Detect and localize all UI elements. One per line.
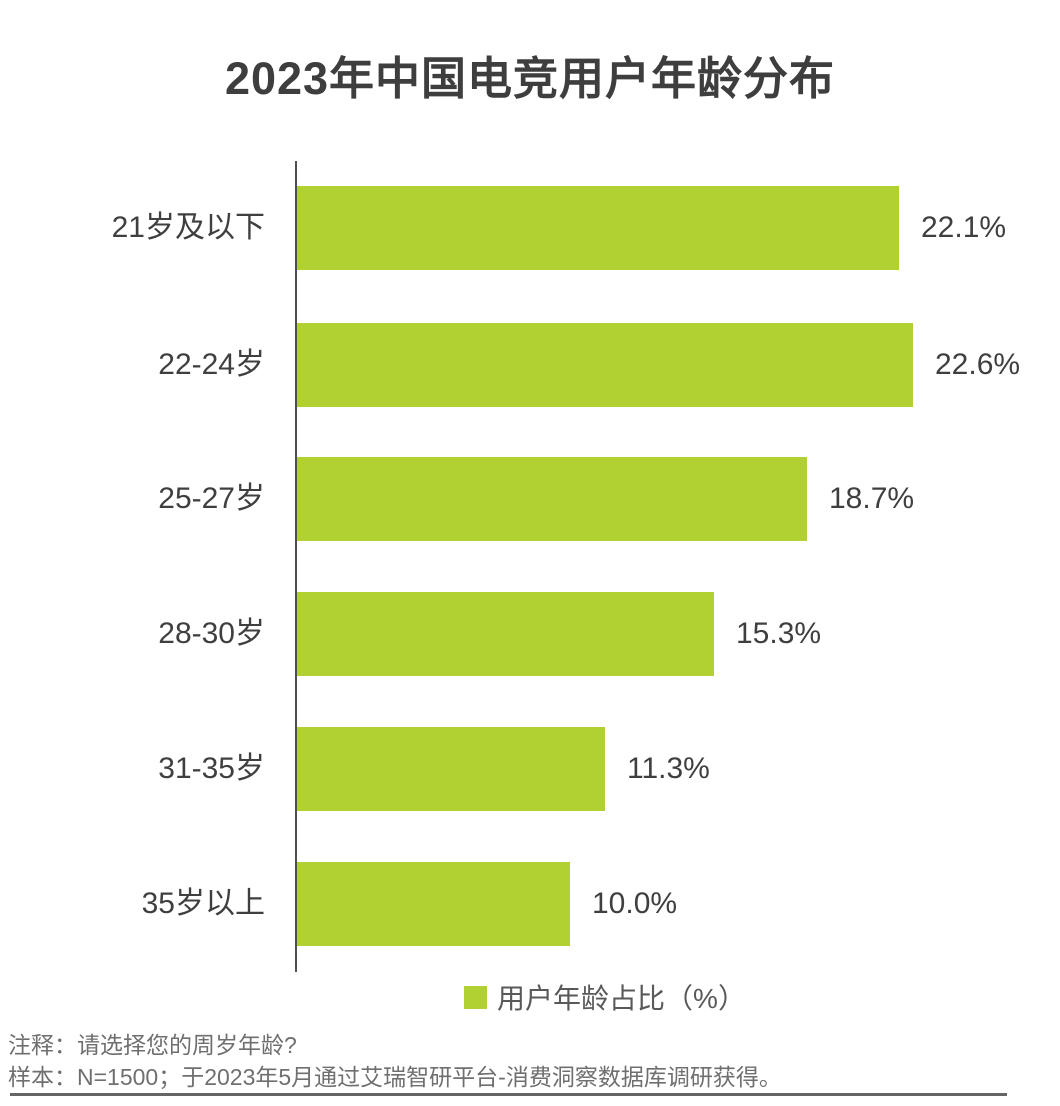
bar-row: 22-24岁 22.6%: [0, 323, 1060, 407]
chart-title: 2023年中国电竞用户年龄分布: [224, 53, 836, 104]
bar-row: 35岁以上 10.0%: [0, 862, 1060, 946]
value-label: 15.3%: [736, 617, 822, 650]
bar: [297, 323, 913, 407]
legend-label: 用户年龄占比（%）: [497, 983, 746, 1014]
bar-row: 28-30岁 15.3%: [0, 592, 1060, 676]
bar: [297, 457, 807, 541]
footnote-question: 注释：请选择您的周岁年龄?: [8, 1032, 297, 1058]
value-label: 22.1%: [921, 211, 1007, 244]
bar: [297, 727, 605, 811]
category-label: 21岁及以下: [111, 211, 265, 244]
y-axis-line: [295, 161, 297, 972]
bar: [297, 186, 899, 270]
category-label: 35岁以上: [141, 887, 265, 920]
category-label: 25-27岁: [158, 482, 265, 515]
value-label: 22.6%: [935, 348, 1021, 381]
value-label: 18.7%: [829, 482, 915, 515]
bar: [297, 862, 570, 946]
category-label: 22-24岁: [158, 348, 265, 381]
bar-row: 31-35岁 11.3%: [0, 727, 1060, 811]
category-label: 31-35岁: [158, 752, 265, 785]
bar-row: 21岁及以下 22.1%: [0, 186, 1060, 270]
bar: [297, 592, 714, 676]
bottom-divider: [10, 1093, 1007, 1096]
bar-row: 25-27岁 18.7%: [0, 457, 1060, 541]
legend: 用户年龄占比（%）: [296, 977, 914, 1017]
value-label: 11.3%: [627, 752, 710, 785]
category-label: 28-30岁: [158, 617, 265, 650]
footnote-sample: 样本：N=1500；于2023年5月通过艾瑞智研平台-消费洞察数据库调研获得。: [8, 1064, 782, 1090]
value-label: 10.0%: [592, 887, 678, 920]
legend-swatch-icon: [464, 985, 488, 1009]
